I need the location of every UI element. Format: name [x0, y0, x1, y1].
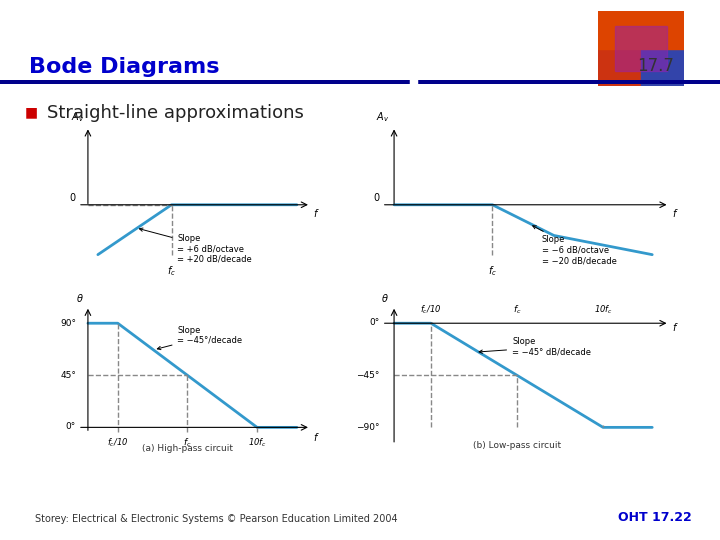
Text: $f_c$/10: $f_c$/10	[107, 437, 128, 449]
Text: Storey: Electrical & Electronic Systems © Pearson Education Limited 2004: Storey: Electrical & Electronic Systems …	[35, 514, 397, 524]
Text: Bode Diagrams: Bode Diagrams	[29, 57, 220, 77]
Text: 17.7: 17.7	[636, 57, 674, 75]
Text: ■: ■	[25, 105, 38, 119]
Text: Slope
= −45° dB/decade: Slope = −45° dB/decade	[479, 337, 591, 356]
Text: 10$f_c$: 10$f_c$	[248, 437, 266, 449]
Text: Slope
= −6 dB/octave
= −20 dB/decade: Slope = −6 dB/octave = −20 dB/decade	[533, 226, 616, 265]
Text: Slope
= +6 dB/octave
= +20 dB/decade: Slope = +6 dB/octave = +20 dB/decade	[140, 228, 252, 264]
Text: $f$: $f$	[672, 321, 678, 333]
Text: $f$: $f$	[672, 207, 678, 219]
Text: $f$: $f$	[312, 207, 320, 219]
Text: 0°: 0°	[66, 422, 76, 431]
Text: 0: 0	[70, 193, 76, 203]
Text: $f_c$: $f_c$	[513, 304, 521, 316]
Text: Straight-line approximations: Straight-line approximations	[47, 104, 304, 122]
Text: 0: 0	[373, 193, 379, 203]
Text: 90°: 90°	[60, 319, 76, 328]
Text: $\theta$: $\theta$	[382, 292, 389, 303]
Text: 0°: 0°	[369, 318, 379, 327]
Text: $A_v$: $A_v$	[71, 110, 84, 124]
Text: Slope
= −45°/decade: Slope = −45°/decade	[158, 326, 243, 350]
Bar	[615, 26, 667, 71]
Text: $f_c$: $f_c$	[167, 265, 176, 279]
Bar	[598, 11, 684, 49]
Text: $\theta$: $\theta$	[76, 292, 84, 303]
Text: −45°: −45°	[356, 371, 379, 380]
Text: $A_v$: $A_v$	[376, 110, 389, 124]
Text: $f_c$: $f_c$	[183, 437, 192, 449]
Text: $f_c$: $f_c$	[488, 265, 497, 279]
Text: $f$: $f$	[312, 431, 320, 443]
Bar	[598, 11, 641, 86]
Text: OHT 17.22: OHT 17.22	[618, 511, 692, 524]
Text: $f_c$/10: $f_c$/10	[420, 304, 441, 316]
Text: 45°: 45°	[60, 371, 76, 380]
Text: −90°: −90°	[356, 423, 379, 432]
Text: 10$f_c$: 10$f_c$	[594, 304, 613, 316]
Bar	[641, 11, 684, 86]
Text: (a) High-pass circuit: (a) High-pass circuit	[142, 443, 233, 453]
Text: (b) Low-pass circuit: (b) Low-pass circuit	[473, 441, 561, 450]
